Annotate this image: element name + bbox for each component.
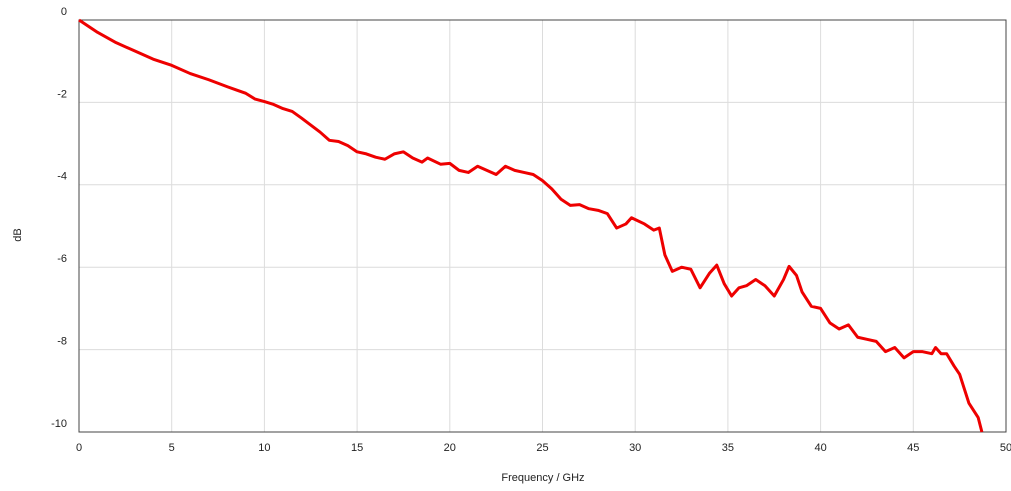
y-tick-label: -10 [51, 418, 67, 430]
x-tick-label: 5 [169, 442, 175, 454]
y-tick-label: 0 [61, 6, 67, 18]
x-tick-label: 25 [536, 442, 548, 454]
data-line [78, 18, 984, 433]
y-tick-label: -6 [57, 253, 67, 265]
x-tick-label: 15 [351, 442, 363, 454]
x-tick-label: 35 [722, 442, 734, 454]
plot-frame [78, 19, 1007, 433]
x-tick-label: 45 [907, 442, 919, 454]
x-axis-label: Frequency / GHz [501, 472, 584, 484]
x-tick-label: 0 [76, 442, 82, 454]
x-tick-label: 40 [814, 442, 826, 454]
y-tick-label: -8 [57, 336, 67, 348]
y-tick-label: -4 [57, 171, 67, 183]
x-tick-label: 30 [629, 442, 641, 454]
x-tick-label: 10 [258, 442, 270, 454]
y-tick-label: -2 [57, 88, 67, 100]
x-tick-label: 50 [1000, 442, 1011, 454]
y-axis-label: dB [12, 228, 24, 241]
x-tick-label: 20 [444, 442, 456, 454]
